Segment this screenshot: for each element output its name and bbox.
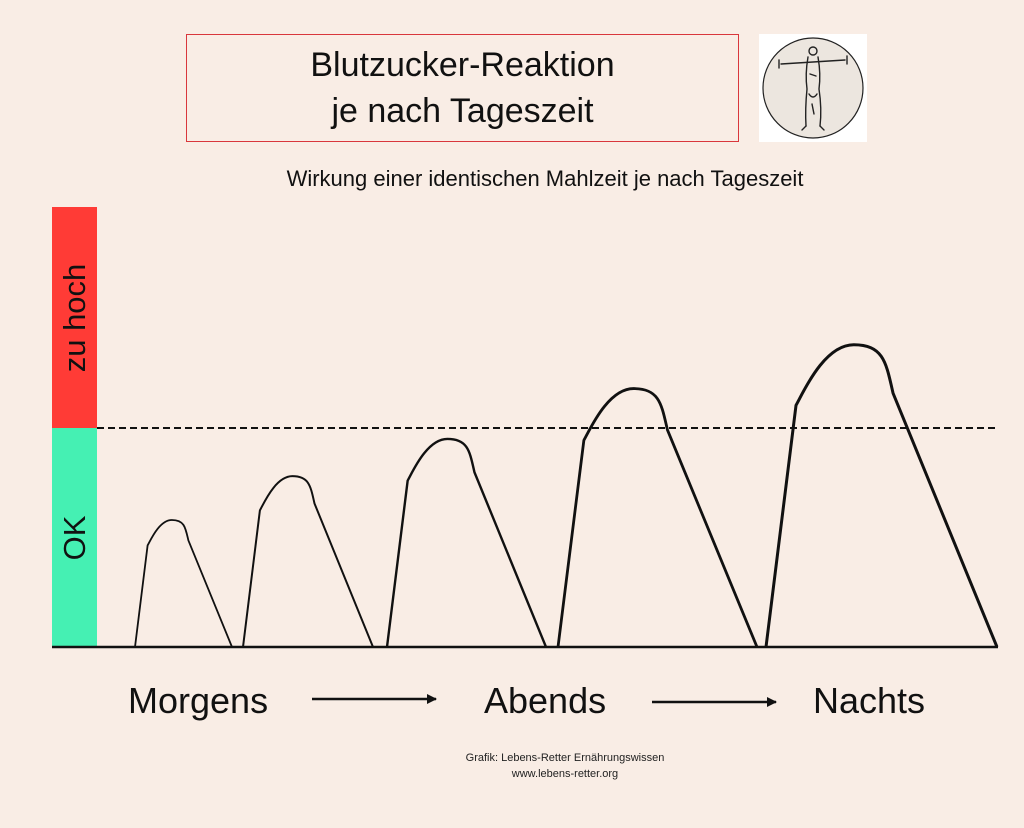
human-figure-logo-icon	[762, 37, 864, 139]
label-nachts: Nachts	[813, 680, 926, 721]
glucose-peak-2	[242, 475, 374, 648]
credit-line-1: Grafik: Lebens-Retter Ernährungswissen	[465, 752, 665, 764]
logo	[759, 34, 867, 142]
label-morgens: Morgens	[128, 680, 269, 721]
label-abends: Abends	[484, 680, 607, 721]
glucose-peak-3	[385, 437, 548, 648]
glucose-peak-5	[764, 343, 999, 648]
title-box: Blutzucker-Reaktion je nach Tageszeit	[186, 34, 739, 142]
glucose-peak-1	[134, 519, 233, 648]
zone-ok: OK	[52, 428, 97, 647]
subtitle: Wirkung einer identischen Mahlzeit je na…	[286, 166, 804, 191]
title-line-1: Blutzucker-Reaktion	[310, 46, 615, 84]
title-line-2: je nach Tageszeit	[331, 92, 594, 130]
credit-line-2: www.lebens-retter.org	[511, 768, 619, 780]
zone-too-high: zu hoch	[52, 207, 97, 428]
glucose-peak-4	[556, 387, 759, 648]
